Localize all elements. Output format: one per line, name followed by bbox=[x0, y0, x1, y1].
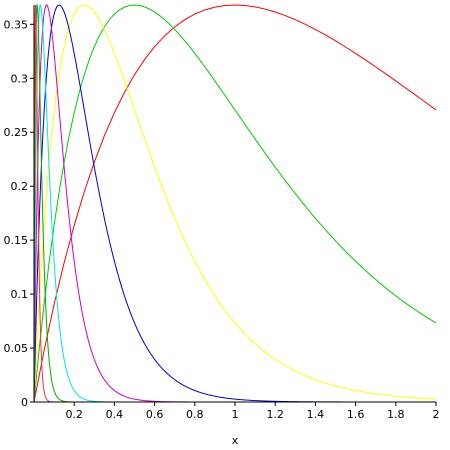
series-line-7 bbox=[33, 3, 436, 403]
series-line-1 bbox=[33, 4, 437, 403]
x-tick-label: 1.8 bbox=[387, 408, 405, 421]
x-tick-label: 1.2 bbox=[266, 408, 284, 421]
series-line-6 bbox=[33, 4, 436, 403]
x-tick-label: 0.6 bbox=[146, 408, 164, 421]
y-tick-label: 0.2 bbox=[11, 180, 29, 193]
series-line-3 bbox=[33, 4, 437, 403]
y-tick-label: 0.1 bbox=[11, 288, 29, 301]
series-line-8 bbox=[33, 4, 436, 403]
y-tick-label: 0.3 bbox=[11, 72, 29, 85]
x-axis-label: x bbox=[232, 434, 239, 447]
x-tick-label: 1.4 bbox=[307, 408, 325, 421]
x-tick-label: 0.4 bbox=[106, 408, 124, 421]
series-line-5 bbox=[33, 4, 436, 403]
x-tick-label: 1 bbox=[232, 408, 239, 421]
x-tick-label: 0.2 bbox=[65, 408, 83, 421]
y-tick-label: 0.15 bbox=[4, 234, 29, 247]
x-tick-label: 0.8 bbox=[186, 408, 204, 421]
series-layer bbox=[33, 3, 437, 403]
y-axis-ticks: 0 0.05 0.1 0.15 0.2 0.25 0.3 0.35 bbox=[4, 18, 34, 409]
y-tick-label: 0.05 bbox=[4, 342, 29, 355]
y-tick-label: 0.35 bbox=[4, 18, 29, 31]
series-line-4 bbox=[33, 4, 436, 403]
x-tick-label: 1.6 bbox=[347, 408, 365, 421]
x-tick-label: 2 bbox=[433, 408, 440, 421]
x-axis-ticks: 0.2 0.4 0.6 0.8 1 1.2 1.4 1.6 1.8 2 bbox=[65, 402, 440, 421]
y-tick-label: 0.25 bbox=[4, 126, 29, 139]
series-line-2 bbox=[33, 4, 437, 403]
y-tick-label: 0 bbox=[21, 396, 28, 409]
